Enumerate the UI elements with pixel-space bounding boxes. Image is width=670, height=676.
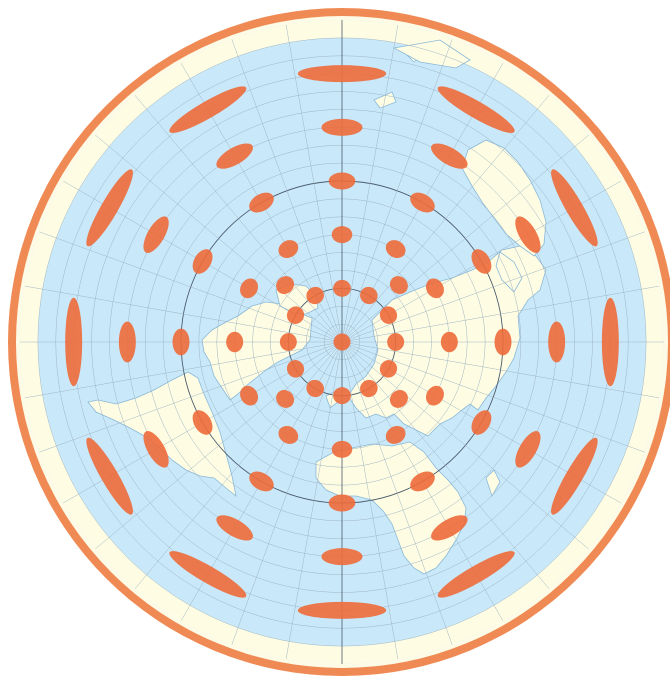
indicatrix-ellipse: [240, 385, 259, 406]
indicatrix-ellipse: [278, 425, 299, 444]
indicatrix-ellipse: [385, 240, 406, 259]
indicatrix-ellipse: [410, 471, 435, 492]
meridian-190: [285, 341, 343, 660]
indicatrix-ellipse: [331, 440, 353, 458]
indicatrix-ellipse: [333, 387, 351, 405]
meridian-160: [341, 341, 453, 645]
land-north-america: [201, 301, 313, 401]
indicatrix-ellipse: [321, 118, 363, 136]
indicatrix-ellipse: [86, 169, 133, 247]
meridian-140: [341, 341, 550, 589]
meridian-100: [341, 341, 660, 399]
meridian-260: [24, 341, 343, 399]
indicatrix-ellipse: [276, 389, 295, 408]
indicatrix-ellipse: [328, 494, 356, 512]
indicatrix-ellipse: [297, 65, 387, 83]
indicatrix-ellipse: [240, 278, 259, 299]
meridian-250: [39, 341, 343, 453]
meridian-50: [341, 134, 589, 343]
meridian-200: [231, 341, 343, 645]
indicatrix-ellipse: [169, 86, 247, 133]
indicatrix-ellipse: [328, 172, 356, 190]
indicatrix-ellipse: [86, 437, 133, 515]
indicatrix-ellipse: [226, 331, 244, 353]
indicatrix-ellipse: [360, 286, 378, 305]
indicatrix-ellipse: [494, 328, 512, 356]
indicatrix-ellipse: [249, 192, 274, 213]
meridian-110: [341, 341, 645, 453]
meridian-350: [285, 24, 343, 343]
indicatrix-ellipse: [143, 431, 169, 468]
meridian-20: [341, 39, 453, 343]
meridian-10: [341, 24, 399, 343]
indicatrix-ellipse: [471, 249, 492, 274]
indicatrix-ellipse: [551, 169, 598, 247]
indicatrix-ellipse: [333, 333, 351, 351]
meridian-310: [95, 134, 343, 343]
indicatrix-ellipse: [387, 333, 405, 351]
indicatrix-ellipse: [286, 306, 305, 324]
indicatrix-ellipse: [360, 379, 378, 398]
land-madagascar: [485, 469, 501, 497]
indicatrix-ellipse: [192, 249, 213, 274]
indicatrix-ellipse: [471, 410, 492, 435]
indicatrix-ellipse: [515, 216, 541, 253]
indicatrix-ellipse: [286, 360, 305, 378]
indicatrix-ellipse: [297, 601, 387, 619]
indicatrix-ellipse: [279, 333, 297, 351]
indicatrix-ellipse: [192, 410, 213, 435]
meridian-40: [341, 95, 550, 343]
indicatrix-ellipse: [379, 360, 398, 378]
indicatrix-ellipse: [431, 143, 468, 169]
indicatrix-ellipse: [551, 437, 598, 515]
indicatrix-ellipse: [548, 321, 566, 363]
indicatrix-ellipse: [321, 548, 363, 566]
indicatrix-ellipse: [389, 276, 408, 295]
indicatrix-ellipse: [425, 278, 444, 299]
meridian-340: [231, 39, 343, 343]
indicatrix-ellipse: [379, 306, 398, 324]
meridian-130: [341, 341, 589, 550]
indicatrix-ellipse: [601, 297, 619, 387]
meridian-320: [134, 95, 343, 343]
indicatrix-ellipse: [216, 515, 253, 541]
indicatrix-ellipse: [515, 431, 541, 468]
indicatrix-ellipse: [276, 276, 295, 295]
indicatrix-ellipse: [425, 385, 444, 406]
indicatrix-ellipse: [333, 279, 351, 297]
indicatrix-ellipse: [437, 86, 515, 133]
meridian-230: [95, 341, 343, 550]
indicatrix-ellipse: [169, 551, 247, 598]
meridian-290: [39, 231, 343, 343]
indicatrix-ellipse: [278, 240, 299, 259]
indicatrix-ellipse: [437, 551, 515, 598]
indicatrix-ellipse: [431, 515, 468, 541]
land-antarctic-peninsula: [392, 39, 471, 69]
indicatrix-ellipse: [118, 321, 136, 363]
indicatrix-ellipse: [216, 143, 253, 169]
indicatrix-ellipse: [331, 226, 353, 244]
land-new-zealand-south: [373, 91, 397, 109]
indicatrix-ellipse: [440, 331, 458, 353]
indicatrix-ellipse: [65, 297, 83, 387]
indicatrix-ellipse: [410, 192, 435, 213]
meridian-170: [341, 341, 399, 660]
indicatrix-ellipse: [385, 425, 406, 444]
indicatrix-ellipse: [306, 286, 324, 305]
indicatrix-ellipse: [172, 328, 190, 356]
meridian-70: [341, 231, 645, 343]
meridian-220: [134, 341, 343, 589]
indicatrix-ellipse: [249, 471, 274, 492]
indicatrix-ellipse: [389, 389, 408, 408]
indicatrix-ellipse: [143, 216, 169, 253]
indicatrix-ellipse: [306, 379, 324, 398]
tissot-indicatrices: [65, 65, 619, 619]
meridian-280: [24, 285, 343, 343]
land-south-america: [87, 371, 237, 497]
meridian-80: [341, 285, 660, 343]
